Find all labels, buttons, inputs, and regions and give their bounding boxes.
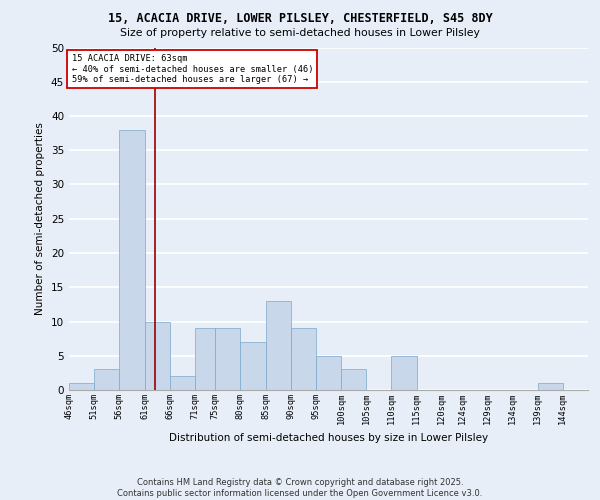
Y-axis label: Number of semi-detached properties: Number of semi-detached properties (35, 122, 46, 315)
X-axis label: Distribution of semi-detached houses by size in Lower Pilsley: Distribution of semi-detached houses by … (169, 432, 488, 442)
Bar (195, 328, 215, 390)
Text: Size of property relative to semi-detached houses in Lower Pilsley: Size of property relative to semi-detach… (120, 28, 480, 38)
Bar (241, 342, 266, 390)
Text: 15 ACACIA DRIVE: 63sqm
← 40% of semi-detached houses are smaller (46)
59% of sem: 15 ACACIA DRIVE: 63sqm ← 40% of semi-det… (71, 54, 313, 84)
Bar (145, 322, 170, 390)
Bar (391, 356, 416, 390)
Bar (341, 370, 366, 390)
Bar (215, 328, 241, 390)
Bar (291, 328, 316, 390)
Bar (69, 383, 94, 390)
Text: 15, ACACIA DRIVE, LOWER PILSLEY, CHESTERFIELD, S45 8DY: 15, ACACIA DRIVE, LOWER PILSLEY, CHESTER… (107, 12, 493, 26)
Bar (266, 301, 291, 390)
Bar (170, 376, 195, 390)
Bar (538, 383, 563, 390)
Bar (119, 130, 145, 390)
Text: Contains HM Land Registry data © Crown copyright and database right 2025.
Contai: Contains HM Land Registry data © Crown c… (118, 478, 482, 498)
Bar (94, 370, 119, 390)
Bar (316, 356, 341, 390)
